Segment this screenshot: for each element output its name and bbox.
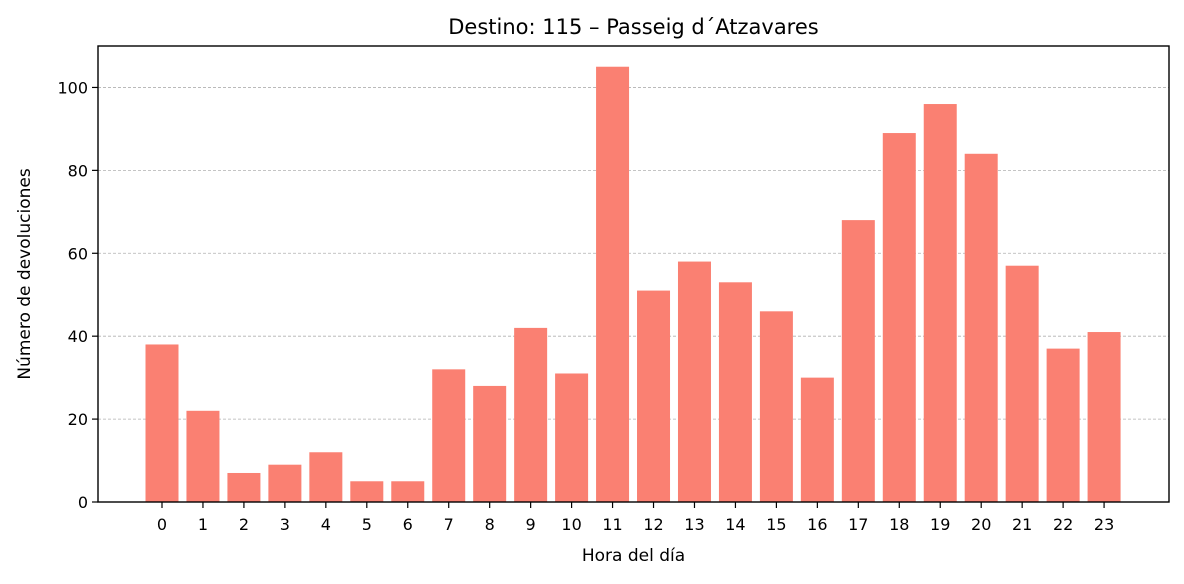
x-tick-label: 6	[403, 515, 413, 534]
bar-hour-21	[1005, 265, 1039, 502]
x-tick-label: 8	[485, 515, 495, 534]
bar-hour-14	[718, 282, 752, 502]
x-tick-label: 9	[526, 515, 536, 534]
bar-hour-23	[1087, 332, 1121, 502]
x-tick-label: 21	[1012, 515, 1032, 534]
bar-hour-16	[800, 377, 834, 502]
x-tick-label: 22	[1053, 515, 1073, 534]
x-axis-label: Hora del día	[582, 546, 685, 566]
x-tick-label: 12	[643, 515, 663, 534]
x-tick-label: 16	[807, 515, 827, 534]
bar-hour-9	[514, 327, 548, 502]
x-tick-label: 3	[280, 515, 290, 534]
bar-hour-2	[227, 472, 261, 502]
y-tick-label: 100	[57, 78, 88, 97]
x-tick-label: 4	[321, 515, 331, 534]
x-tick-label: 15	[766, 515, 786, 534]
bar-hour-22	[1046, 348, 1080, 502]
y-axis-label: Número de devoluciones	[15, 168, 35, 379]
plot-frame	[97, 45, 1170, 503]
x-tick-label: 17	[848, 515, 868, 534]
bar-hour-7	[432, 369, 466, 502]
x-tick-label: 18	[889, 515, 909, 534]
x-tick-label: 23	[1094, 515, 1114, 534]
x-tick-label: 19	[930, 515, 950, 534]
y-tick-label: 40	[68, 327, 88, 346]
bar-hour-19	[923, 104, 957, 502]
bar-hour-6	[391, 481, 425, 502]
y-tick-label: 0	[78, 493, 88, 512]
x-tick-label: 7	[444, 515, 454, 534]
bar-hour-8	[473, 385, 507, 502]
x-tick-label: 13	[684, 515, 704, 534]
x-tick-label: 20	[971, 515, 991, 534]
bar-hour-17	[841, 220, 875, 503]
bar-hour-13	[677, 261, 711, 502]
bar-hour-12	[637, 290, 671, 502]
x-tick-label: 0	[157, 515, 167, 534]
bar-hour-0	[145, 344, 179, 502]
x-tick-label: 10	[561, 515, 581, 534]
x-tick-label: 5	[362, 515, 372, 534]
bar-hour-1	[186, 410, 220, 502]
bar-hour-18	[882, 133, 916, 502]
x-axis-ticks: 0 1 2 3 4 5 6 7 8 9 10 11 12 13 14 15 16 17 18 19 20 21 22 23	[157, 502, 1114, 534]
bar-hour-11	[596, 66, 630, 503]
bar-hour-3	[268, 464, 302, 502]
y-axis-ticks: 0 20 40 60 80 100	[57, 78, 98, 512]
x-tick-label: 2	[239, 515, 249, 534]
bar-hour-15	[759, 311, 793, 502]
bar-hour-4	[309, 452, 343, 502]
y-tick-label: 20	[68, 410, 88, 429]
chart-title: Destino: 115 – Passeig d´Atzavares	[448, 15, 818, 39]
x-tick-label: 14	[725, 515, 745, 534]
y-tick-label: 60	[68, 244, 88, 263]
bars	[145, 66, 1121, 503]
bar-hour-5	[350, 481, 384, 502]
x-tick-label: 11	[602, 515, 622, 534]
bar-hour-10	[555, 373, 589, 502]
y-tick-label: 80	[68, 161, 88, 180]
bar-hour-20	[964, 153, 998, 503]
x-tick-label: 1	[198, 515, 208, 534]
